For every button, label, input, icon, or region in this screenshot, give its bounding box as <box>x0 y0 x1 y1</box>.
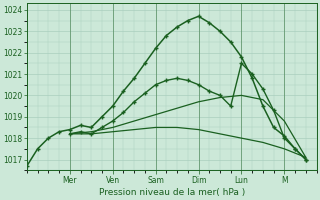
X-axis label: Pression niveau de la mer( hPa ): Pression niveau de la mer( hPa ) <box>99 188 245 197</box>
